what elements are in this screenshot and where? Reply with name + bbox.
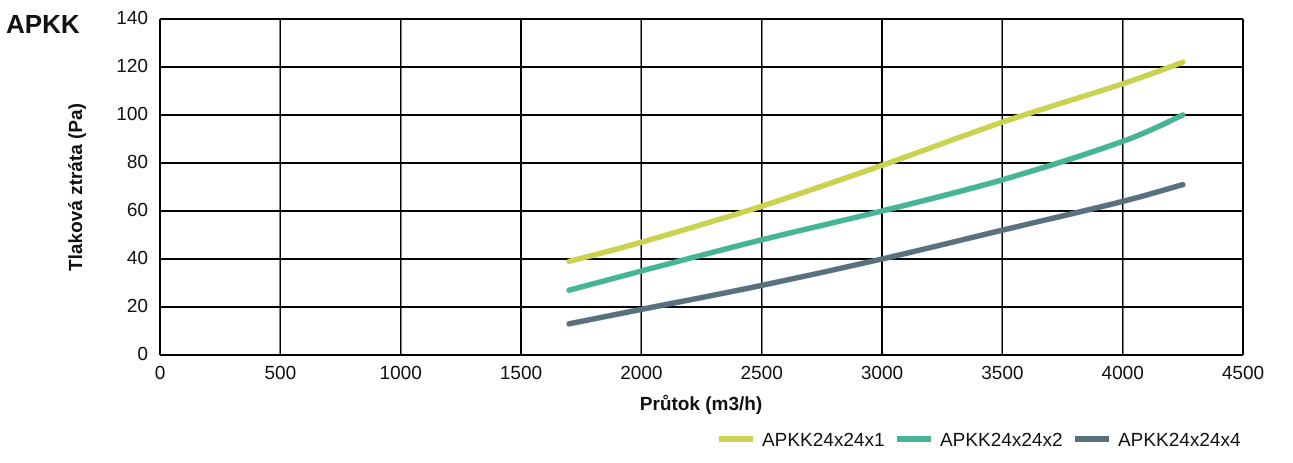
svg-text:4000: 4000 <box>1102 363 1144 384</box>
svg-text:1500: 1500 <box>500 363 542 384</box>
svg-text:0: 0 <box>137 344 148 365</box>
svg-text:1000: 1000 <box>380 363 422 384</box>
svg-text:120: 120 <box>116 56 148 77</box>
svg-text:3500: 3500 <box>981 363 1023 384</box>
svg-text:80: 80 <box>127 152 148 173</box>
svg-text:20: 20 <box>127 296 148 317</box>
svg-text:40: 40 <box>127 248 148 269</box>
svg-text:4500: 4500 <box>1222 363 1264 384</box>
svg-text:100: 100 <box>116 104 148 125</box>
svg-text:APKK24x24x1: APKK24x24x1 <box>762 430 885 451</box>
svg-text:Tlaková ztráta (Pa): Tlaková ztráta (Pa) <box>66 103 87 271</box>
svg-text:APKK24x24x4: APKK24x24x4 <box>1118 430 1241 451</box>
svg-text:2000: 2000 <box>620 363 662 384</box>
svg-text:500: 500 <box>264 363 296 384</box>
svg-text:140: 140 <box>116 8 148 29</box>
svg-text:0: 0 <box>155 363 166 384</box>
svg-text:3000: 3000 <box>861 363 903 384</box>
svg-text:Průtok (m3/h): Průtok (m3/h) <box>640 394 762 415</box>
svg-text:60: 60 <box>127 200 148 221</box>
svg-text:2500: 2500 <box>741 363 783 384</box>
svg-text:APKK24x24x2: APKK24x24x2 <box>940 430 1063 451</box>
